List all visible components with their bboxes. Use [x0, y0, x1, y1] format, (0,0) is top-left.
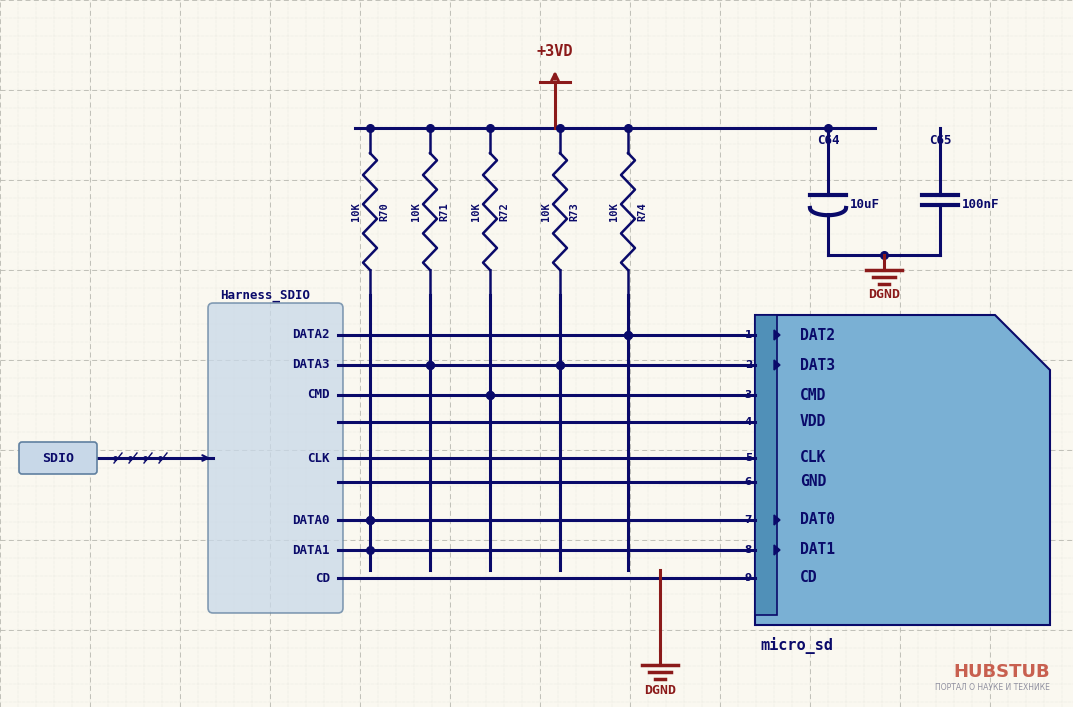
Text: CMD: CMD [308, 389, 330, 402]
Text: CD: CD [315, 571, 330, 585]
Text: 2: 2 [745, 360, 752, 370]
Text: DAT2: DAT2 [800, 327, 835, 342]
Text: VDD: VDD [800, 414, 826, 429]
Text: CD: CD [800, 571, 818, 585]
Text: 4: 4 [745, 417, 752, 427]
Text: 1: 1 [745, 330, 752, 340]
Text: 3: 3 [745, 390, 752, 400]
Text: R74: R74 [637, 202, 647, 221]
Text: R73: R73 [569, 202, 579, 221]
Text: DATA2: DATA2 [293, 329, 330, 341]
Text: HUBSTUB: HUBSTUB [954, 663, 1050, 681]
Polygon shape [774, 330, 780, 340]
Text: 10K: 10K [411, 202, 421, 221]
Text: R71: R71 [439, 202, 449, 221]
Text: C64: C64 [817, 134, 839, 146]
Text: 6: 6 [745, 477, 752, 487]
Text: +3VD: +3VD [536, 45, 573, 59]
Polygon shape [774, 545, 780, 555]
Text: DATA3: DATA3 [293, 358, 330, 371]
Text: CLK: CLK [800, 450, 826, 465]
Polygon shape [755, 315, 1050, 625]
Text: CMD: CMD [800, 387, 826, 402]
Text: 9: 9 [745, 573, 752, 583]
Text: 100nF: 100nF [962, 199, 1000, 211]
Text: DGND: DGND [868, 288, 900, 301]
Text: DATA1: DATA1 [293, 544, 330, 556]
Text: R72: R72 [499, 202, 509, 221]
Text: R70: R70 [379, 202, 389, 221]
FancyBboxPatch shape [19, 442, 97, 474]
Text: 10uF: 10uF [850, 199, 880, 211]
FancyBboxPatch shape [208, 303, 343, 613]
Text: 10K: 10K [471, 202, 481, 221]
Text: C65: C65 [929, 134, 952, 146]
Text: 5: 5 [745, 453, 752, 463]
Text: Harness_SDIO: Harness_SDIO [220, 288, 310, 301]
Text: 10K: 10K [541, 202, 552, 221]
Text: 10K: 10K [351, 202, 361, 221]
Text: 10K: 10K [609, 202, 619, 221]
Text: ПОРТАЛ О НАУКЕ И ТЕХНИКЕ: ПОРТАЛ О НАУКЕ И ТЕХНИКЕ [936, 684, 1050, 692]
Text: DATA0: DATA0 [293, 513, 330, 527]
Text: 8: 8 [745, 545, 752, 555]
Bar [755, 315, 777, 615]
Text: CLK: CLK [308, 452, 330, 464]
Text: GND: GND [800, 474, 826, 489]
Text: SDIO: SDIO [42, 452, 74, 464]
Text: micro_sd: micro_sd [760, 636, 833, 653]
Polygon shape [774, 515, 780, 525]
Text: DGND: DGND [644, 684, 676, 696]
Text: DAT0: DAT0 [800, 513, 835, 527]
Text: DAT1: DAT1 [800, 542, 835, 558]
Text: 7: 7 [745, 515, 752, 525]
Polygon shape [774, 360, 780, 370]
Text: DAT3: DAT3 [800, 358, 835, 373]
